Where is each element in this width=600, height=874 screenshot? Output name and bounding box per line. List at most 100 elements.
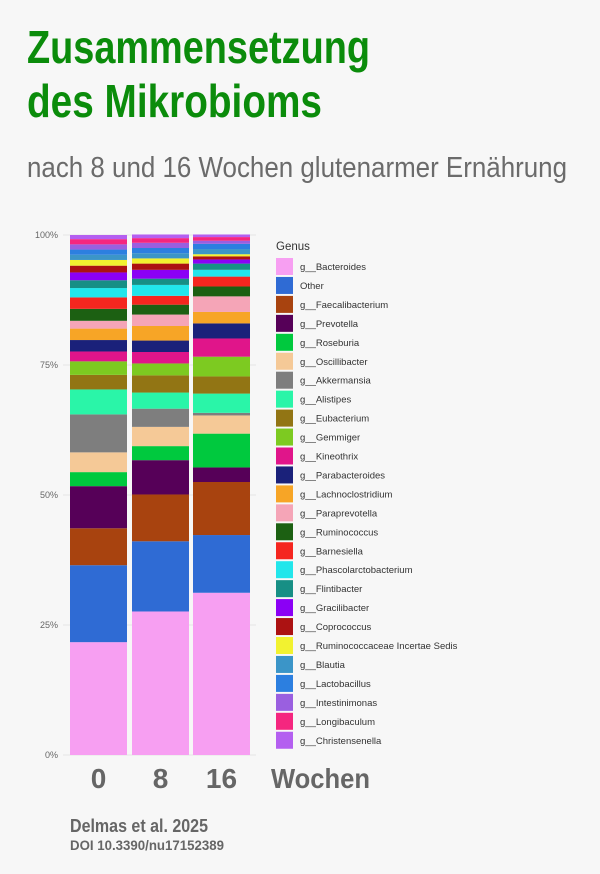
bar-segment-roseburia bbox=[70, 472, 127, 487]
bar-0 bbox=[70, 235, 127, 755]
bar-segment-parabacteroides bbox=[132, 340, 189, 352]
bar-segment-barnesiella bbox=[132, 295, 189, 305]
legend-label: g__Christensenella bbox=[300, 736, 382, 747]
legend-label: g__Oscillibacter bbox=[300, 357, 368, 368]
legend-label: g__Ruminococcus bbox=[300, 527, 378, 538]
bar-segment-intestinimonas bbox=[70, 244, 127, 250]
legend-item: g__Oscillibacter bbox=[276, 352, 368, 370]
legend-label: g__Blautia bbox=[300, 660, 346, 671]
bar-segment-kineothrix bbox=[193, 338, 250, 357]
bar-segment-kineothrix bbox=[70, 351, 127, 362]
bar-segment-lactobacillus bbox=[70, 249, 127, 255]
legend-swatch bbox=[276, 333, 293, 351]
legend-label: g__Barnesiella bbox=[300, 546, 364, 557]
bar-segment-eubacterium bbox=[70, 374, 127, 390]
bar-segment-phascolarctobacterium bbox=[132, 284, 189, 296]
legend-label: g__Gracilibacter bbox=[300, 603, 369, 614]
bar-segment-gemmiger bbox=[132, 363, 189, 376]
legend-label: g__Kineothrix bbox=[300, 452, 358, 463]
legend-item: g__Longibaculum bbox=[276, 712, 375, 730]
legend-item: g__Prevotella bbox=[276, 314, 359, 332]
legend-item: g__Blautia bbox=[276, 655, 346, 673]
legend-label: g__Alistipes bbox=[300, 395, 351, 406]
bar-8 bbox=[132, 234, 189, 755]
bar-segment-ruminococcaceae-incertae-sedis bbox=[70, 259, 127, 266]
legend-swatch bbox=[276, 485, 293, 503]
citation: Delmas et al. 2025 bbox=[70, 816, 208, 836]
bar-segment-oscillibacter bbox=[132, 426, 189, 447]
legend-swatch bbox=[276, 390, 293, 408]
bar-segment-paraprevotella bbox=[132, 314, 189, 326]
bar-segment-bacteroides bbox=[193, 592, 250, 755]
legend-swatch bbox=[276, 352, 293, 370]
bar-segment-gracilibacter bbox=[132, 269, 189, 279]
bar-segment-prevotella bbox=[70, 486, 127, 529]
bar-segment-paraprevotella bbox=[193, 296, 250, 312]
bar-segment-gemmiger bbox=[70, 361, 127, 375]
legend-item: g__Akkermansia bbox=[276, 371, 371, 389]
legend-label: g__Parabacteroides bbox=[300, 470, 385, 481]
bar-segment-lactobacillus bbox=[193, 243, 250, 250]
bar-segment-parabacteroides bbox=[70, 340, 127, 352]
bar-segment-kineothrix bbox=[132, 352, 189, 364]
bar-segment-eubacterium bbox=[132, 375, 189, 393]
y-tick-label: 100% bbox=[35, 230, 58, 240]
legend-swatch bbox=[276, 599, 293, 617]
bar-segment-faecalibacterium bbox=[70, 528, 127, 566]
bar-segment-akkermansia bbox=[132, 408, 189, 427]
y-tick-label: 0% bbox=[45, 750, 58, 760]
legend-swatch bbox=[276, 258, 293, 275]
bar-segment-paraprevotella bbox=[70, 320, 127, 329]
x-tick-label: 0 bbox=[91, 763, 107, 794]
bar-segment-phascolarctobacterium bbox=[193, 269, 250, 277]
bar-segment-ruminococcaceae-incertae-sedis bbox=[132, 258, 189, 264]
bar-segment-gracilibacter bbox=[193, 259, 250, 264]
bar-segment-coprococcus bbox=[132, 263, 189, 270]
bar-segment-christensenella bbox=[70, 235, 127, 240]
legend-label: g__Ruminococcaceae Incertae Sedis bbox=[300, 641, 458, 652]
bar-segment-bacteroides bbox=[70, 642, 127, 755]
legend-swatch bbox=[276, 731, 293, 749]
legend-swatch bbox=[276, 428, 293, 446]
legend-label: g__Lachnoclostridium bbox=[300, 489, 393, 500]
bar-segment-ruminococcus bbox=[193, 286, 250, 297]
legend-swatch bbox=[276, 580, 293, 598]
bar-segment-alistipes bbox=[132, 392, 189, 409]
legend-item: g__Lachnoclostridium bbox=[276, 485, 393, 503]
bar-segment-flintibacter bbox=[193, 263, 250, 270]
bar-segment-roseburia bbox=[193, 433, 250, 468]
legend-item: g__Paraprevotella bbox=[276, 504, 378, 522]
bar-segment-faecalibacterium bbox=[132, 494, 189, 542]
legend-swatch bbox=[276, 295, 293, 313]
bar-segment-lachnoclostridium bbox=[132, 326, 189, 341]
bar-segment-lachnoclostridium bbox=[193, 311, 250, 324]
bar-segment-lachnoclostridium bbox=[70, 328, 127, 341]
y-tick-label: 50% bbox=[40, 490, 58, 500]
legend-swatch bbox=[276, 542, 293, 560]
bar-segment-flintibacter bbox=[70, 280, 127, 289]
legend-swatch bbox=[276, 504, 293, 522]
legend-item: g__Roseburia bbox=[276, 333, 360, 351]
y-axis-ticks: 0% 25% 50% 75% 100% bbox=[35, 230, 58, 760]
legend-label: g__Coprococcus bbox=[300, 622, 372, 633]
doi: DOI 10.3390/nu17152389 bbox=[70, 837, 224, 853]
y-tick-label: 25% bbox=[40, 620, 58, 630]
bar-segment-faecalibacterium bbox=[193, 482, 250, 536]
bar-segment-parabacteroides bbox=[193, 323, 250, 339]
legend-item: g__Gracilibacter bbox=[276, 599, 369, 617]
bar-segment-oscillibacter bbox=[70, 452, 127, 473]
legend-item: g__Faecalibacterium bbox=[276, 295, 388, 313]
bar-segment-ruminococcaceae-incertae-sedis bbox=[193, 254, 250, 257]
legend-label: g__Bacteroides bbox=[300, 262, 366, 273]
legend-swatch bbox=[276, 466, 293, 484]
legend-label: g__Akkermansia bbox=[300, 376, 371, 387]
legend-swatch bbox=[276, 655, 293, 673]
bar-segment-longibaculum bbox=[132, 238, 189, 243]
bar-segment-other bbox=[193, 535, 250, 593]
legend-label: g__Paraprevotella bbox=[300, 508, 378, 519]
bar-segment-christensenella bbox=[132, 234, 189, 239]
legend-label: g__Gemmiger bbox=[300, 433, 360, 444]
title-line-2: des Mikrobioms bbox=[27, 75, 322, 127]
stacked-bars bbox=[70, 234, 250, 755]
bar-segment-gracilibacter bbox=[70, 272, 127, 281]
